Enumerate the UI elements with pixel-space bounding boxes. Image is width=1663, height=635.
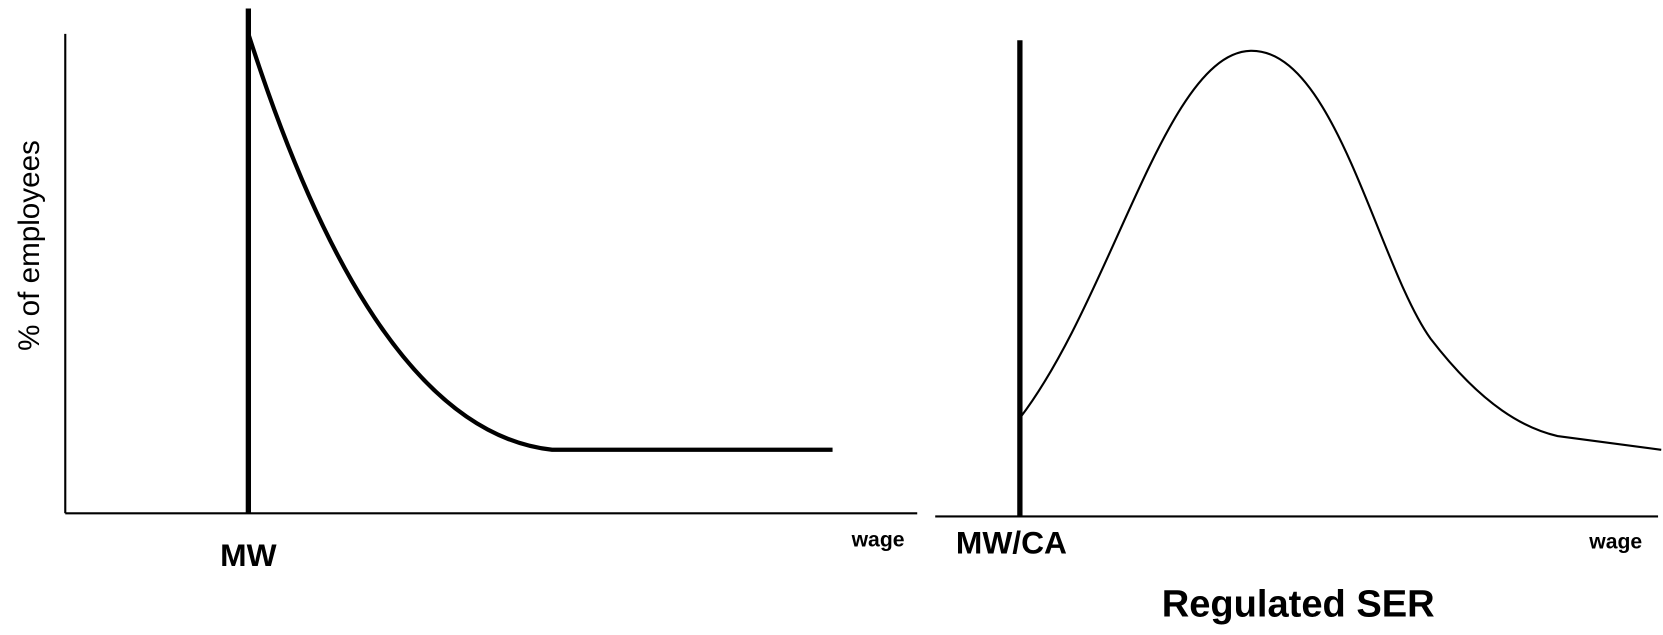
distribution-curve: [246, 33, 833, 452]
x-axis-label: wage: [1588, 531, 1642, 554]
x-axis-label: wage: [851, 528, 905, 551]
vertical-line-label: MW: [220, 537, 276, 573]
vertical-line-label: MW/CA: [956, 524, 1067, 560]
y-axis-label: % of employees: [13, 140, 46, 351]
panel-title: Regulated SER: [1162, 583, 1435, 625]
left-panel: % of employees MW wage: [13, 8, 918, 573]
right-panel: MW/CA wage Regulated SER: [935, 40, 1662, 625]
distribution-curve: [1019, 49, 1662, 451]
